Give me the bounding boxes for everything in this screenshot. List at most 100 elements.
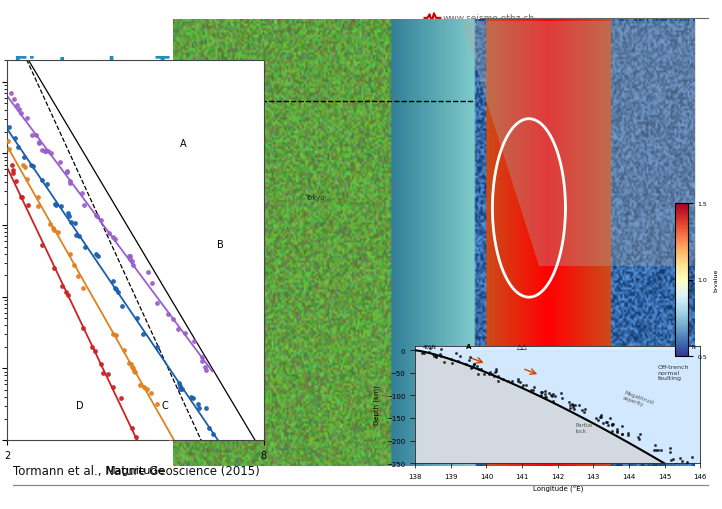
Point <box>567 400 578 408</box>
Point <box>548 390 560 398</box>
Point <box>60 289 71 297</box>
Point <box>3 124 14 132</box>
Point <box>471 362 483 370</box>
Point <box>128 367 139 375</box>
Point <box>475 365 487 373</box>
Point <box>152 401 163 409</box>
Point <box>66 218 77 226</box>
Point <box>92 252 104 260</box>
Point <box>10 177 22 185</box>
Point <box>453 357 464 365</box>
Point <box>435 352 446 360</box>
Point <box>86 344 97 352</box>
Point <box>27 131 38 139</box>
Point <box>612 428 623 436</box>
Point <box>634 430 645 438</box>
Point <box>492 372 504 380</box>
Point <box>118 347 129 355</box>
Point <box>543 389 554 397</box>
Point <box>78 202 90 210</box>
Point <box>139 383 150 391</box>
Point <box>152 299 163 307</box>
Point <box>203 425 214 433</box>
Text: Tormann et al., Nature Geoscience (2015): Tormann et al., Nature Geoscience (2015) <box>13 464 260 477</box>
Point <box>134 382 146 390</box>
Point <box>655 446 666 454</box>
Point <box>528 383 539 391</box>
Text: Tokyo: Tokyo <box>305 194 324 201</box>
Point <box>173 443 185 451</box>
Text: www.seismo.ethz.ch: www.seismo.ethz.ch <box>443 14 534 23</box>
Point <box>129 368 141 376</box>
Point <box>617 422 628 430</box>
Point <box>47 224 58 233</box>
Text: First order: Tectonic footprint: First order: Tectonic footprint <box>14 56 365 76</box>
Point <box>565 401 576 409</box>
Point <box>423 348 435 356</box>
Point <box>545 391 557 400</box>
Point <box>30 132 42 140</box>
Point <box>110 331 122 339</box>
Point <box>430 352 442 360</box>
Text: B: B <box>438 36 451 53</box>
Point <box>32 203 44 211</box>
Point <box>188 337 199 346</box>
Point <box>92 212 103 220</box>
Point <box>13 105 25 114</box>
Point <box>141 385 152 393</box>
Point <box>186 393 197 402</box>
Point <box>69 261 80 269</box>
Point <box>90 250 102 259</box>
Point <box>466 363 478 372</box>
Point <box>513 375 524 383</box>
Point <box>490 365 502 374</box>
Point <box>687 465 698 473</box>
Point <box>677 457 688 465</box>
Point <box>126 363 138 372</box>
Point <box>604 414 615 422</box>
Point <box>116 393 127 402</box>
Point <box>7 166 19 175</box>
Point <box>535 391 547 400</box>
Point <box>595 411 606 419</box>
Point <box>667 455 679 463</box>
Point <box>53 229 64 237</box>
Point <box>568 405 580 413</box>
Point <box>174 385 186 393</box>
Point <box>64 180 76 188</box>
Point <box>107 383 118 391</box>
Point <box>520 381 531 389</box>
Y-axis label: Depth (km): Depth (km) <box>374 385 380 425</box>
Point <box>438 358 450 366</box>
Point <box>486 371 497 379</box>
Point <box>664 448 676 456</box>
Point <box>602 421 614 429</box>
Point <box>62 291 74 299</box>
Point <box>125 360 136 369</box>
Point <box>622 429 634 437</box>
Point <box>2 138 14 146</box>
Point <box>145 389 157 398</box>
Text: Megathrust
asperity: Megathrust asperity <box>622 389 655 410</box>
Point <box>489 372 500 380</box>
Point <box>598 419 609 428</box>
Point <box>61 168 73 176</box>
Text: D: D <box>243 200 258 218</box>
Text: △△: △△ <box>517 344 528 349</box>
Point <box>200 366 212 375</box>
Point <box>463 357 474 365</box>
Point <box>126 425 138 433</box>
Point <box>50 202 61 210</box>
Point <box>11 102 22 110</box>
Text: A: A <box>180 139 187 149</box>
Text: A: A <box>466 344 471 349</box>
Point <box>540 393 552 402</box>
Point <box>513 377 524 385</box>
Point <box>127 364 139 373</box>
Point <box>547 392 558 401</box>
Point <box>539 390 551 399</box>
Point <box>56 282 68 291</box>
Point <box>688 464 700 472</box>
Point <box>446 359 458 367</box>
Point <box>196 357 208 365</box>
